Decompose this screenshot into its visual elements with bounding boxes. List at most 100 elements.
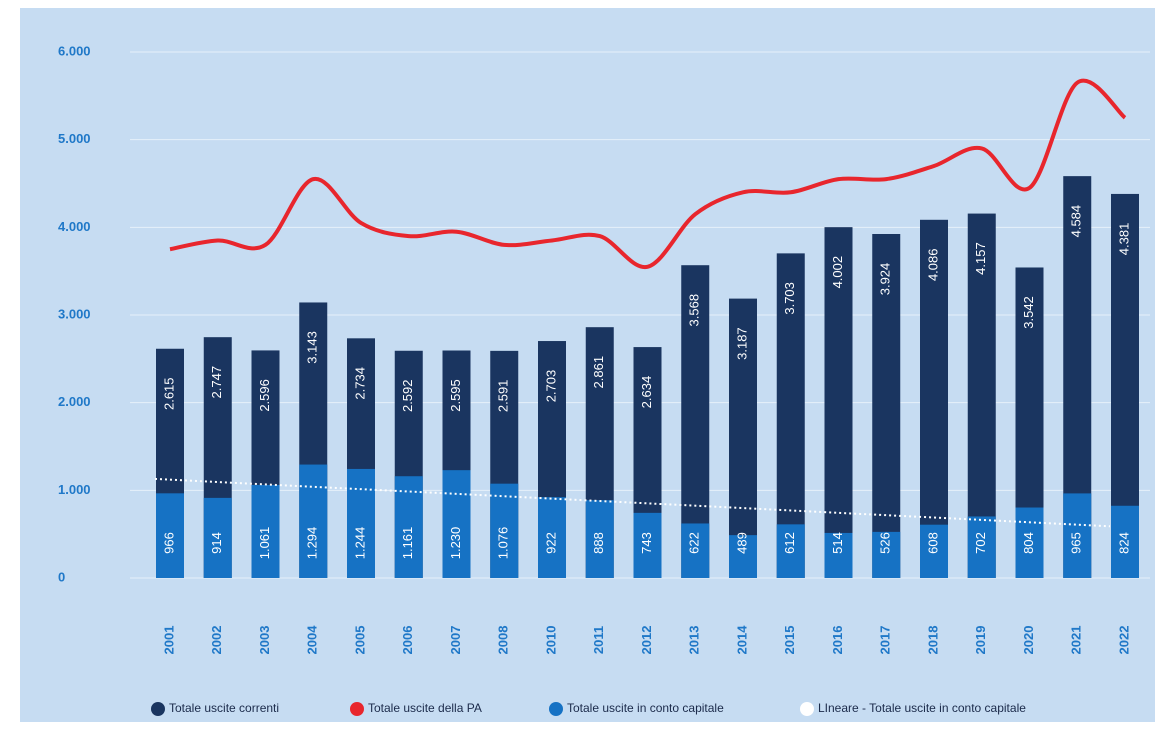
value-label: 1.230 <box>448 527 463 560</box>
value-label: 3.542 <box>1021 296 1036 329</box>
bar <box>729 535 757 578</box>
y-tick-label: 6.000 <box>58 43 91 58</box>
legend-marker <box>800 702 814 716</box>
legend-label: Totale uscite in conto capitale <box>567 701 724 715</box>
bar <box>490 483 519 578</box>
line <box>169 78 1127 269</box>
value-label: 888 <box>591 532 606 554</box>
bar <box>156 493 184 578</box>
legend-label: Totale uscite della PA <box>368 701 482 715</box>
bar <box>203 497 232 578</box>
x-tick-label: 2014 <box>734 625 749 655</box>
x-tick-label: 2013 <box>687 626 702 655</box>
x-tick-label: 2002 <box>209 626 224 655</box>
bar <box>633 512 662 578</box>
bar <box>1111 505 1139 578</box>
y-tick-label: 5.000 <box>58 131 91 146</box>
bar <box>729 298 757 578</box>
value-label: 2.703 <box>543 370 558 403</box>
y-tick-label: 3.000 <box>58 306 91 321</box>
value-label: 526 <box>878 532 893 554</box>
legend-marker <box>151 702 165 716</box>
value-label: 743 <box>639 532 654 554</box>
x-tick-label: 2011 <box>591 626 606 654</box>
y-tick-label: 0 <box>58 569 65 584</box>
value-label: 622 <box>687 532 702 554</box>
value-label: 4.584 <box>1069 205 1084 238</box>
bar <box>872 531 901 578</box>
y-tick-label: 2.000 <box>58 394 91 409</box>
x-tick-label: 2007 <box>448 626 463 655</box>
value-label: 914 <box>209 532 224 554</box>
value-label: 4.381 <box>1116 223 1131 256</box>
bar <box>681 523 710 578</box>
x-tick-label: 2018 <box>925 626 940 655</box>
value-label: 804 <box>1021 532 1036 554</box>
legend-label: LIneare - Totale uscite in conto capital… <box>818 701 1026 715</box>
bar <box>776 524 805 578</box>
bar <box>967 516 996 578</box>
trend-line <box>154 477 1111 528</box>
x-tick-label: 2005 <box>352 626 367 655</box>
legend-marker <box>350 702 364 716</box>
value-label: 2.615 <box>161 377 176 410</box>
value-label: 966 <box>161 532 176 554</box>
bar <box>776 253 805 578</box>
value-label: 922 <box>543 532 558 554</box>
value-label: 3.924 <box>878 263 893 296</box>
bar <box>824 532 853 578</box>
bar <box>920 219 948 578</box>
bar <box>347 468 375 578</box>
x-tick-label: 2021 <box>1069 626 1084 655</box>
bar <box>394 476 423 578</box>
value-label: 1.076 <box>496 527 511 560</box>
bar <box>585 500 614 578</box>
value-label: 2.861 <box>591 356 606 389</box>
value-label: 3.187 <box>734 327 749 360</box>
value-label: 965 <box>1069 532 1084 554</box>
legend-marker <box>549 702 563 716</box>
value-label: 2.596 <box>257 379 272 412</box>
y-tick-label: 4.000 <box>58 219 91 234</box>
value-label: 4.157 <box>973 242 988 275</box>
value-label: 612 <box>782 532 797 554</box>
value-label: 702 <box>973 532 988 554</box>
bar <box>299 464 328 578</box>
x-tick-label: 2020 <box>1021 626 1036 655</box>
value-label: 824 <box>1116 532 1131 554</box>
value-label: 1.294 <box>305 527 320 560</box>
value-label: 4.086 <box>925 249 940 282</box>
x-tick-label: 2016 <box>830 626 845 655</box>
value-label: 3.568 <box>687 294 702 327</box>
x-tick-label: 2001 <box>161 626 176 655</box>
bar <box>1015 507 1044 578</box>
value-label: 514 <box>830 532 845 554</box>
bar <box>251 484 280 578</box>
value-label: 3.143 <box>305 331 320 364</box>
bar <box>538 497 566 578</box>
value-label: 2.595 <box>448 379 463 412</box>
value-label: 4.002 <box>830 256 845 289</box>
x-tick-label: 2019 <box>973 626 988 655</box>
value-label: 2.747 <box>209 366 224 399</box>
bar <box>442 470 471 578</box>
bar <box>872 233 901 578</box>
value-label: 1.244 <box>352 527 367 560</box>
x-tick-label: 2015 <box>782 626 797 655</box>
value-label: 608 <box>925 532 940 554</box>
legend-label: Totale uscite correnti <box>169 701 279 715</box>
x-tick-label: 2004 <box>305 625 320 655</box>
bar <box>1063 493 1092 578</box>
value-label: 1.061 <box>257 527 272 560</box>
value-label: 2.634 <box>639 376 654 409</box>
x-tick-label: 2017 <box>878 626 893 655</box>
x-tick-label: 2010 <box>543 626 558 655</box>
value-label: 489 <box>734 532 749 554</box>
value-label: 1.161 <box>400 527 415 560</box>
x-tick-label: 2003 <box>257 626 272 655</box>
y-tick-label: 1.000 <box>58 482 91 497</box>
value-label: 2.591 <box>496 380 511 413</box>
value-label: 3.703 <box>782 282 797 315</box>
bar <box>824 227 853 578</box>
